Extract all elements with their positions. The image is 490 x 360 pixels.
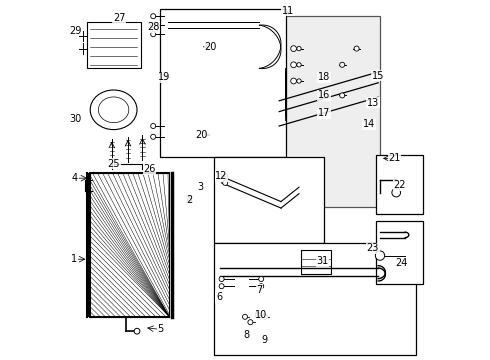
Text: 20: 20 [205,42,217,52]
Circle shape [222,180,228,185]
Text: 1: 1 [71,254,77,264]
Circle shape [151,123,156,129]
Circle shape [392,188,400,197]
Text: 4: 4 [72,173,78,183]
Circle shape [151,23,156,28]
Circle shape [340,93,345,98]
Circle shape [259,284,264,289]
Circle shape [375,251,385,260]
Text: 31: 31 [316,256,328,266]
Text: 18: 18 [318,72,330,82]
Bar [90,173,170,317]
Text: 21: 21 [388,153,401,163]
Text: 29: 29 [70,26,82,36]
Bar [376,221,423,284]
Ellipse shape [98,97,129,123]
Circle shape [243,314,247,319]
Text: 9: 9 [262,335,268,345]
Text: 15: 15 [372,71,384,81]
Circle shape [297,79,301,83]
Circle shape [151,32,156,37]
Text: 16: 16 [318,90,330,100]
Ellipse shape [90,90,137,130]
Circle shape [222,174,228,179]
Circle shape [219,276,224,282]
Circle shape [259,276,264,282]
Text: 11: 11 [282,6,294,16]
Bar [275,16,380,207]
Bar [215,243,416,355]
Text: 20: 20 [196,130,208,140]
Text: 6: 6 [216,292,222,302]
Text: 13: 13 [367,98,379,108]
Circle shape [151,134,156,139]
Text: 23: 23 [367,243,379,253]
Text: 7: 7 [256,285,263,295]
Bar [376,155,423,214]
Text: 27: 27 [113,13,125,23]
Bar [160,9,286,157]
Circle shape [262,314,268,319]
Text: 26: 26 [144,164,156,174]
Text: 28: 28 [147,22,159,32]
Circle shape [134,328,140,334]
Text: 30: 30 [70,114,82,124]
Text: 19: 19 [158,72,170,82]
Text: 10: 10 [255,310,268,320]
Circle shape [219,284,224,289]
Circle shape [291,62,296,68]
Text: 24: 24 [395,258,408,268]
Circle shape [354,46,359,51]
Text: 14: 14 [363,119,375,129]
Text: 12: 12 [216,171,228,181]
Bar [87,22,141,68]
Circle shape [340,62,345,67]
Circle shape [291,78,296,84]
Text: 2: 2 [186,195,192,205]
Text: 5: 5 [157,324,164,334]
Circle shape [151,14,156,19]
Text: 8: 8 [244,330,250,340]
Circle shape [291,46,296,51]
Text: 25: 25 [107,159,120,169]
Bar [215,157,324,243]
Circle shape [297,46,301,51]
Text: 17: 17 [318,108,330,118]
Circle shape [255,312,260,318]
Text: 22: 22 [393,180,406,190]
Circle shape [297,63,301,67]
Text: 3: 3 [197,182,203,192]
Bar [87,173,90,317]
Circle shape [248,320,253,325]
Bar [301,250,331,274]
